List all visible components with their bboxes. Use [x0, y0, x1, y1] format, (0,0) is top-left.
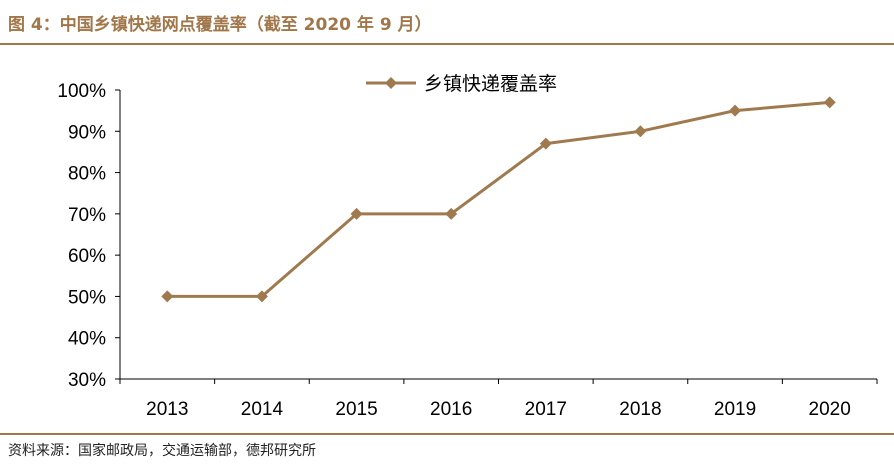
y-tick-label: 70% [68, 205, 106, 226]
y-tick-label: 80% [68, 164, 106, 185]
x-tick-label: 2017 [525, 399, 567, 420]
x-tick-label: 2020 [809, 399, 851, 420]
x-tick-label: 2019 [714, 399, 756, 420]
y-tick-label: 50% [68, 287, 106, 308]
y-axis-ticks: 30% 40% 50% 60% 70% 80% 90% 100% [57, 81, 120, 391]
source-note: 资料来源：国家邮政局，交通运输部，德邦研究所 [8, 443, 316, 459]
x-tick-label: 2014 [241, 399, 284, 420]
chart-axes [119, 90, 877, 380]
chart-series [161, 96, 836, 303]
figure-title: 图 4：中国乡镇快递网点覆盖率（截至 2020 年 9 月） [8, 15, 432, 35]
series-line [167, 100, 830, 298]
y-tick-label: 60% [68, 246, 106, 267]
line-chart: 30%40%50%60%70%80%90%100% 2013 2014 2015 20… [57, 73, 878, 420]
x-axis-ticks: 2013 2014 2015 2016 2017 2018 2019 2020 [119, 379, 878, 420]
x-tick-label: 2016 [430, 399, 472, 420]
data-point-marker [539, 137, 552, 150]
x-tick-label: 2013 [146, 399, 188, 420]
data-point-marker [350, 207, 363, 220]
title-rule [0, 43, 894, 45]
data-point-marker [729, 104, 742, 117]
data-point-marker [255, 290, 268, 303]
x-tick-label: 2018 [619, 399, 661, 420]
legend-swatch-marker [385, 77, 397, 89]
y-tick-label: 100% [57, 81, 106, 102]
y-tick-label: 40% [68, 329, 106, 350]
data-point-marker [161, 290, 174, 303]
legend-label: 乡镇快递覆盖率 [424, 73, 557, 95]
data-point-marker [634, 125, 647, 138]
chart-legend: 乡镇快递覆盖率 [366, 73, 557, 95]
data-point-marker [823, 96, 836, 109]
x-tick-label: 2015 [335, 399, 377, 420]
data-point-marker [445, 207, 458, 220]
y-tick-label: 30% [68, 370, 106, 391]
source-rule [0, 433, 894, 435]
y-tick-label: 90% [68, 122, 106, 143]
